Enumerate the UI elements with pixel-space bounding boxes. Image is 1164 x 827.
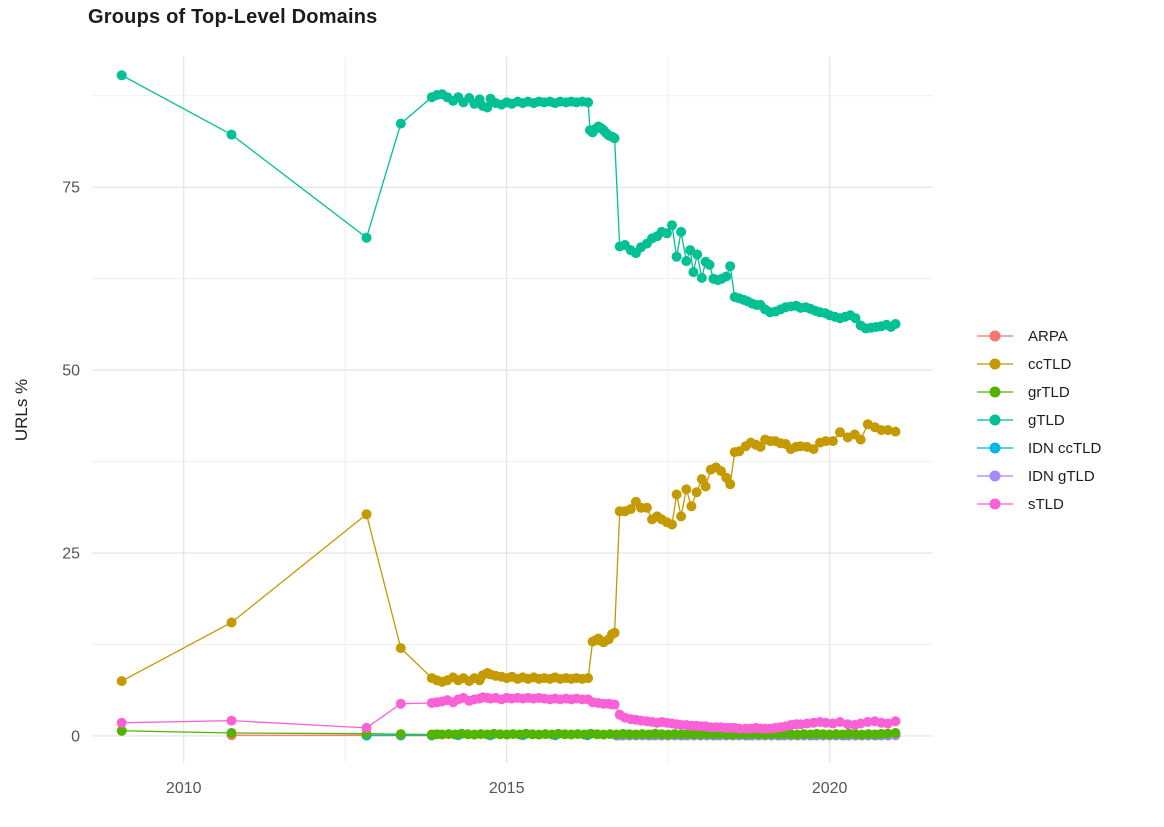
y-axis-title: URLs % [12, 378, 31, 442]
legend-item-label: grTLD [1028, 383, 1070, 401]
legend-key-icon [977, 329, 1013, 343]
legend-item-cctld: ccTLD [977, 350, 1101, 378]
legend-item-label: gTLD [1028, 411, 1065, 429]
legend-key-icon [977, 357, 1013, 371]
series-gtld [116, 70, 901, 334]
legend-item-arpa: ARPA [977, 322, 1101, 350]
x-tick-label: 2015 [489, 780, 525, 797]
legend-item-label: ccTLD [1028, 355, 1072, 373]
legend-item-gtld: gTLD [977, 406, 1101, 434]
x-tick-label: 2010 [166, 780, 202, 797]
legend-item-label: ARPA [1028, 327, 1068, 345]
legend: ARPA ccTLD grTLD gTLD IDN ccTLD IDN gTLD sTLD [977, 322, 1101, 518]
legend-key-icon [977, 497, 1013, 511]
legend-item-stld: sTLD [977, 490, 1101, 518]
legend-item-idn-cctld: IDN ccTLD [977, 434, 1101, 462]
y-tick-label: 75 [62, 180, 80, 197]
y-axis-tick-labels: 0 25 50 75 [62, 180, 80, 746]
y-tick-label: 25 [62, 546, 80, 563]
legend-item-label: IDN gTLD [1028, 467, 1095, 485]
y-tick-label: 50 [62, 363, 80, 380]
legend-key-icon [977, 385, 1013, 399]
legend-key-icon [977, 413, 1013, 427]
grid-major [92, 57, 933, 763]
legend-key-icon [977, 469, 1013, 483]
series-cctld [116, 419, 901, 687]
x-axis-tick-labels: 2010 2015 2020 [166, 780, 848, 797]
legend-key-icon [977, 441, 1013, 455]
grid-minor [92, 57, 933, 763]
legend-item-label: IDN ccTLD [1028, 439, 1102, 457]
legend-item-idn-gtld: IDN gTLD [977, 462, 1101, 490]
chart-title: Groups of Top-Level Domains [88, 6, 378, 28]
legend-item-grtld: grTLD [977, 378, 1101, 406]
series-stld [116, 692, 901, 734]
y-tick-label: 0 [71, 728, 80, 745]
series-gtld-line [121, 74, 896, 330]
x-tick-label: 2020 [812, 780, 848, 797]
legend-item-label: sTLD [1028, 495, 1064, 513]
